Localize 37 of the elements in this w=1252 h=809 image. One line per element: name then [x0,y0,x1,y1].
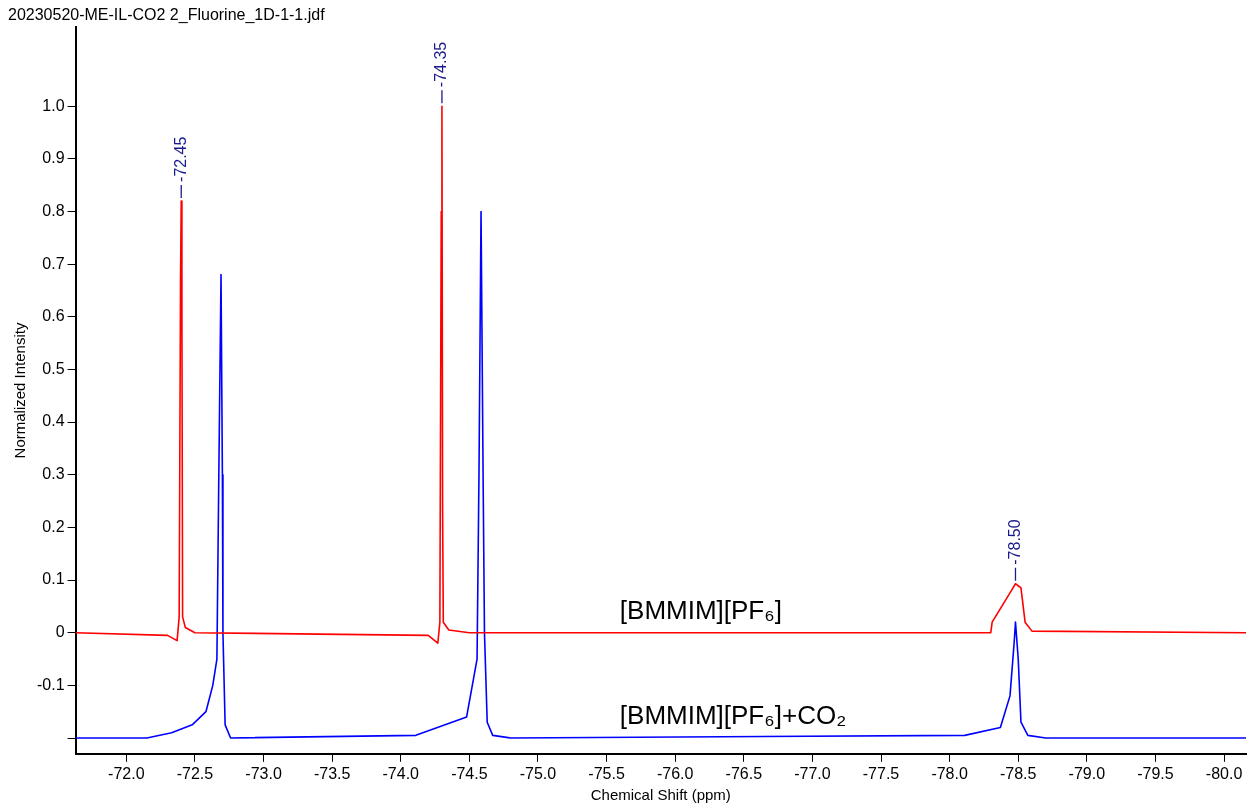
x-tick-label: -72.0 [108,764,145,782]
x-tick-label: -73.0 [245,764,282,782]
chart-title: 20230520-ME-IL-CO2 2_Fluorine_1D-1-1.jdf [8,6,326,25]
y-tick-label: 1.0 [42,96,65,114]
x-tick-label: -75.0 [519,764,557,782]
y-tick-label: 0.7 [42,254,65,272]
series-label: [BMMIM][PF₆]+CO₂ [619,700,847,730]
x-tick-label: -77.5 [862,764,900,782]
y-tick-label: 0.1 [42,570,65,588]
x-tick-label: -76.5 [725,764,763,782]
y-tick-label: 0.9 [42,149,65,167]
x-tick-label: -72.5 [176,764,214,782]
y-tick-label: 0.2 [42,517,65,535]
x-tick-label: -80.0 [1205,764,1243,782]
x-tick-label: -73.5 [313,764,351,782]
x-tick-label: -77.0 [794,764,831,782]
x-tick-label: -79.0 [1068,764,1106,782]
x-tick-label: -74.0 [382,764,420,782]
x-tick-label: -74.5 [451,764,488,782]
y-tick-label: 0.3 [42,465,65,483]
y-tick-label: 0.6 [42,307,65,325]
x-tick-label: -79.5 [1137,764,1174,782]
annotation: -74.35 [432,41,450,88]
y-axis-title: Normalized Intensity [11,322,29,459]
x-tick-label: -76.0 [656,764,694,782]
x-tick-label: -78.0 [931,764,968,782]
x-axis-title: Chemical Shift (ppm) [590,786,731,804]
annotation: -72.45 [171,136,189,182]
y-tick-label: 0.4 [42,412,65,430]
x-tick-label: -78.5 [999,764,1037,782]
y-tick-label: 0.8 [42,201,65,219]
annotation: -78.50 [1005,519,1023,565]
series-label: [BMMIM][PF₆] [619,594,782,625]
y-tick-label: -0.1 [36,675,65,693]
x-tick-label: -75.5 [588,764,625,782]
y-tick-label: 0.5 [42,359,65,377]
y-tick-label: 0 [55,623,65,641]
